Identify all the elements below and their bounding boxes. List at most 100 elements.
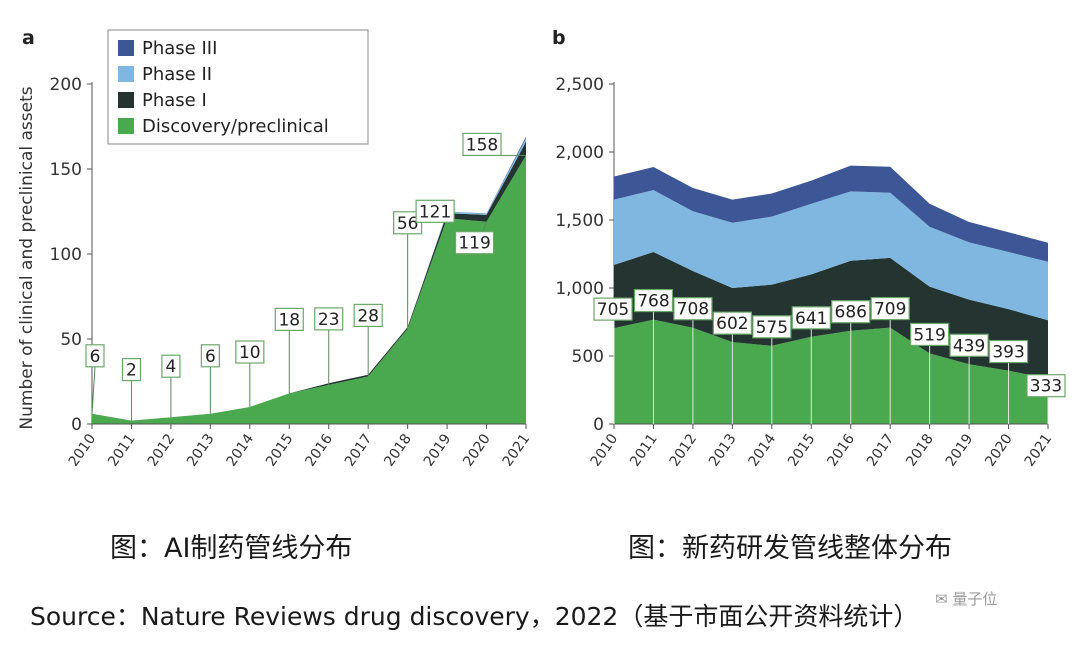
x-tick-label: 2015 bbox=[263, 431, 297, 469]
y-axis-title: Number of clinical and preclinical asset… bbox=[17, 86, 37, 429]
x-tick-label: 2020 bbox=[982, 431, 1016, 469]
x-tick-label: 2014 bbox=[746, 431, 780, 469]
data-label: 56 bbox=[397, 214, 419, 234]
data-label-box bbox=[593, 297, 633, 321]
data-label: 6 bbox=[205, 347, 216, 367]
data-label-box bbox=[462, 132, 502, 156]
legend-label-phase-ii: Phase II bbox=[142, 64, 212, 85]
x-tick-label: 2014 bbox=[224, 431, 258, 469]
y-tick-label: 500 bbox=[572, 347, 604, 367]
caption-chart-b: 图：新药研发管线整体分布 bbox=[628, 533, 952, 564]
x-tick-label: 2012 bbox=[667, 431, 701, 469]
legend-swatch-phase-i bbox=[118, 92, 134, 108]
data-label-box bbox=[200, 344, 220, 368]
legend-swatch-discovery-preclinical bbox=[118, 118, 134, 134]
area-discovery-preclinical bbox=[614, 319, 1048, 424]
legend-label-phase-i: Phase I bbox=[142, 90, 207, 111]
data-label-box bbox=[314, 307, 344, 331]
data-label: 575 bbox=[756, 318, 788, 338]
legend-swatch-phase-ii bbox=[118, 66, 134, 82]
data-label: 705 bbox=[597, 300, 629, 320]
data-label-box bbox=[870, 296, 910, 321]
x-tick-label: 2011 bbox=[627, 431, 661, 469]
data-label-box bbox=[752, 315, 792, 339]
y-tick-label: 0 bbox=[593, 415, 604, 435]
x-tick-label: 2019 bbox=[943, 431, 977, 469]
x-tick-label: 2021 bbox=[500, 431, 534, 469]
data-label-box bbox=[910, 322, 950, 347]
data-label: 121 bbox=[419, 202, 451, 222]
x-tick-label: 2010 bbox=[588, 431, 622, 469]
data-label-box bbox=[673, 297, 713, 321]
data-label-box bbox=[161, 354, 181, 378]
watermark-icon: ✉ bbox=[935, 590, 953, 608]
watermark-text: 量子位 bbox=[952, 590, 998, 608]
data-label: 28 bbox=[357, 306, 379, 326]
y-tick-label: 0 bbox=[71, 415, 82, 435]
x-tick-label: 2017 bbox=[342, 431, 376, 469]
x-tick-label: 2015 bbox=[785, 431, 819, 469]
data-label-box bbox=[791, 306, 831, 330]
data-label-box bbox=[274, 307, 304, 331]
data-label: 18 bbox=[278, 310, 300, 330]
x-tick-label: 2016 bbox=[302, 431, 336, 469]
data-label-box bbox=[712, 311, 752, 335]
legend-swatch-phase-iii bbox=[118, 40, 134, 56]
area-phase-iii bbox=[614, 165, 1048, 262]
y-tick-label: 1,000 bbox=[555, 279, 604, 299]
x-tick-label: 2013 bbox=[706, 431, 740, 469]
legend-label-phase-iii: Phase III bbox=[142, 38, 217, 59]
data-label: 393 bbox=[992, 343, 1024, 363]
data-label: 6 bbox=[90, 347, 101, 367]
y-tick-label: 2,000 bbox=[555, 143, 604, 163]
data-label-box bbox=[1026, 374, 1066, 398]
data-label-box bbox=[353, 303, 383, 327]
x-tick-label: 2018 bbox=[381, 431, 415, 469]
source-caption: Source：Nature Reviews drug discovery，202… bbox=[30, 602, 919, 631]
x-tick-label: 2021 bbox=[1022, 431, 1056, 469]
data-label-box bbox=[235, 340, 265, 364]
x-tick-label: 2010 bbox=[66, 431, 100, 469]
x-tick-label: 2012 bbox=[145, 431, 179, 469]
legend-label-discovery-preclinical: Discovery/preclinical bbox=[142, 116, 329, 137]
x-tick-label: 2020 bbox=[460, 431, 494, 469]
data-label: 602 bbox=[716, 314, 748, 334]
data-label: 519 bbox=[913, 325, 945, 345]
y-tick-label: 150 bbox=[50, 160, 82, 180]
area-discovery-preclinical bbox=[92, 155, 526, 424]
data-label: 10 bbox=[239, 343, 261, 363]
data-label: 686 bbox=[835, 303, 867, 323]
y-tick-label: 100 bbox=[50, 245, 82, 265]
x-tick-label: 2017 bbox=[864, 431, 898, 469]
data-label: 158 bbox=[466, 135, 498, 155]
data-label: 333 bbox=[1030, 377, 1062, 397]
data-label-box bbox=[949, 333, 989, 357]
x-tick-label: 2018 bbox=[903, 431, 937, 469]
data-label-box bbox=[831, 300, 871, 324]
y-tick-label: 200 bbox=[50, 75, 82, 95]
data-label-box bbox=[454, 231, 495, 255]
data-label: 2 bbox=[126, 361, 137, 381]
data-label: 119 bbox=[458, 234, 490, 254]
legend-box bbox=[107, 29, 369, 145]
panel-label: b bbox=[552, 27, 566, 49]
data-label: 708 bbox=[677, 300, 709, 320]
x-tick-label: 2013 bbox=[184, 431, 218, 469]
data-label-leader bbox=[91, 366, 96, 414]
y-tick-label: 2,500 bbox=[555, 75, 604, 95]
caption-chart-a: 图：AI制药管线分布 bbox=[110, 533, 353, 564]
watermark: ✉ 量子位 bbox=[935, 588, 997, 609]
data-label: 768 bbox=[637, 292, 669, 312]
y-tick-label: 50 bbox=[60, 330, 82, 350]
data-label-box bbox=[121, 358, 142, 382]
data-label: 23 bbox=[318, 310, 340, 330]
x-tick-label: 2016 bbox=[824, 431, 858, 469]
data-label-box bbox=[85, 344, 105, 368]
area-phase-i bbox=[614, 252, 1048, 379]
data-label: 4 bbox=[165, 357, 176, 377]
panel-label: a bbox=[22, 27, 35, 49]
data-label: 641 bbox=[795, 309, 827, 329]
